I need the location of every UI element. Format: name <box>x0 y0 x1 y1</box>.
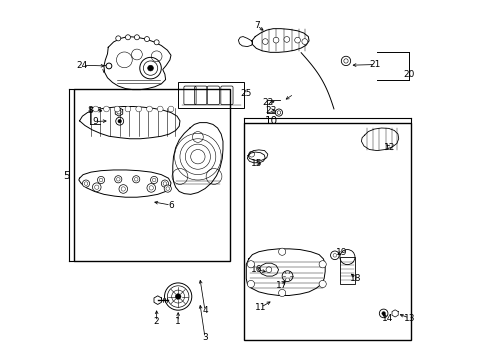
Text: 9: 9 <box>92 117 98 126</box>
Text: 5: 5 <box>63 171 70 181</box>
Circle shape <box>278 248 285 255</box>
Circle shape <box>381 312 385 315</box>
Text: 10: 10 <box>264 116 277 126</box>
Polygon shape <box>252 29 308 52</box>
Polygon shape <box>104 37 171 90</box>
Circle shape <box>144 37 149 41</box>
Circle shape <box>262 39 267 44</box>
Polygon shape <box>247 152 265 163</box>
Circle shape <box>150 176 158 184</box>
Polygon shape <box>154 296 161 305</box>
Text: 16: 16 <box>251 265 262 274</box>
Circle shape <box>119 185 127 193</box>
Circle shape <box>319 280 325 288</box>
Circle shape <box>175 294 181 300</box>
Circle shape <box>273 37 278 43</box>
Text: 14: 14 <box>382 314 393 323</box>
Circle shape <box>379 309 387 318</box>
Circle shape <box>106 63 112 69</box>
Circle shape <box>157 106 163 112</box>
Text: 25: 25 <box>240 89 251 98</box>
Text: 20: 20 <box>403 70 414 79</box>
Polygon shape <box>80 107 180 139</box>
Bar <box>74 89 230 261</box>
Polygon shape <box>115 108 122 116</box>
Text: 21: 21 <box>369 60 380 69</box>
Bar <box>339 257 354 284</box>
Text: 19: 19 <box>335 248 346 257</box>
Circle shape <box>132 176 140 183</box>
Text: 4: 4 <box>202 306 207 315</box>
Polygon shape <box>258 263 278 276</box>
Circle shape <box>147 184 155 192</box>
Circle shape <box>115 176 122 183</box>
Text: 2: 2 <box>154 317 159 326</box>
Circle shape <box>247 261 254 268</box>
Circle shape <box>125 106 131 112</box>
Bar <box>178 82 244 108</box>
Text: 1: 1 <box>175 317 181 326</box>
Circle shape <box>164 283 191 310</box>
Circle shape <box>161 180 168 187</box>
Circle shape <box>319 261 325 268</box>
Circle shape <box>168 106 174 112</box>
Text: 24: 24 <box>77 61 88 70</box>
Polygon shape <box>172 123 223 194</box>
Text: 12: 12 <box>383 143 395 152</box>
Text: 23: 23 <box>265 105 277 114</box>
Text: 17: 17 <box>276 281 287 290</box>
Circle shape <box>82 180 89 187</box>
Text: 18: 18 <box>349 274 361 283</box>
Polygon shape <box>79 170 171 197</box>
Polygon shape <box>238 37 252 46</box>
Text: 11: 11 <box>254 303 266 312</box>
Circle shape <box>341 56 350 66</box>
Polygon shape <box>391 310 397 317</box>
Circle shape <box>134 35 139 40</box>
Text: 6: 6 <box>168 201 174 210</box>
Circle shape <box>147 65 153 71</box>
Circle shape <box>103 106 109 112</box>
Text: 15: 15 <box>250 159 262 168</box>
Text: 22: 22 <box>262 98 273 107</box>
Polygon shape <box>247 150 267 160</box>
Polygon shape <box>246 249 325 296</box>
Text: 13: 13 <box>403 314 414 323</box>
Circle shape <box>284 37 289 42</box>
Circle shape <box>164 185 171 192</box>
Bar <box>244 123 410 339</box>
Text: 8: 8 <box>87 105 93 114</box>
Circle shape <box>118 120 121 123</box>
Circle shape <box>97 176 104 184</box>
Text: 3: 3 <box>202 333 207 342</box>
Circle shape <box>154 40 159 45</box>
Text: 7: 7 <box>254 21 260 30</box>
Circle shape <box>116 36 121 41</box>
Circle shape <box>278 289 285 297</box>
Circle shape <box>140 57 161 79</box>
Circle shape <box>114 106 120 112</box>
Circle shape <box>92 183 101 192</box>
Circle shape <box>294 37 300 43</box>
Circle shape <box>146 106 152 112</box>
Circle shape <box>330 251 339 260</box>
Circle shape <box>93 106 99 112</box>
Circle shape <box>282 271 292 282</box>
Circle shape <box>116 117 123 125</box>
Circle shape <box>301 39 307 44</box>
Circle shape <box>275 109 282 116</box>
Polygon shape <box>361 128 398 150</box>
Circle shape <box>247 280 254 288</box>
Circle shape <box>125 35 130 40</box>
Circle shape <box>136 106 142 112</box>
